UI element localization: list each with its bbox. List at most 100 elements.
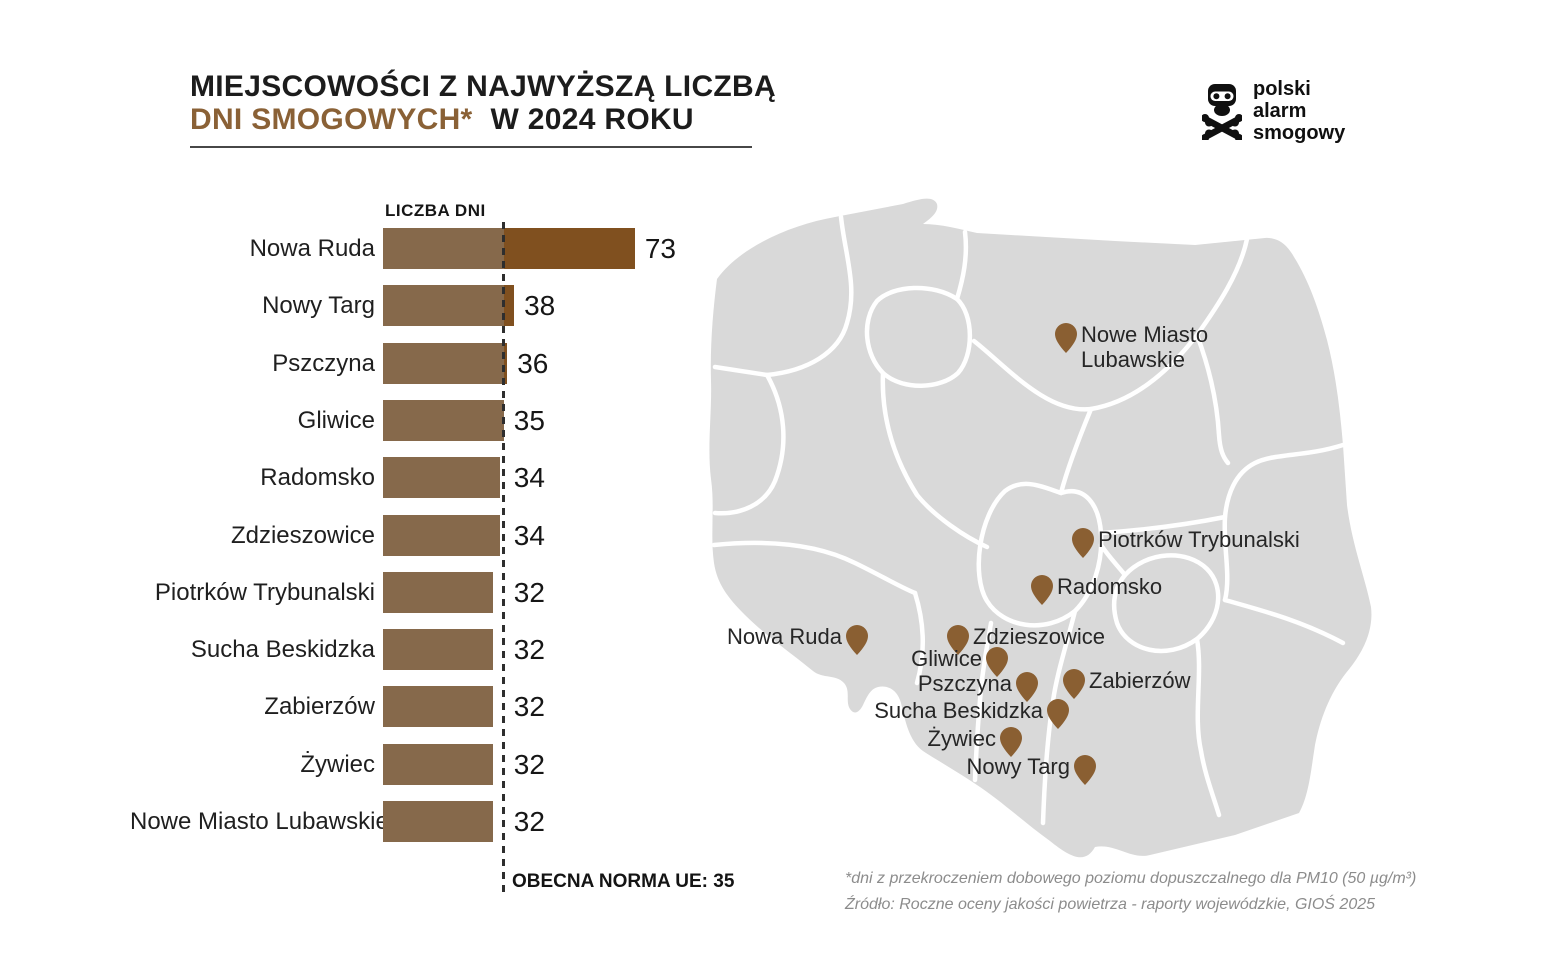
bar-value: 34 [513, 519, 545, 551]
map-label-zabierzow: Zabierzów [1089, 668, 1191, 693]
logo-line1: polski [1253, 78, 1311, 100]
eu-norm-label: OBECNA NORMA UE: 35 [512, 871, 735, 892]
pin-icon [1000, 727, 1022, 757]
logo-text: polski alarm smogowy [1253, 78, 1345, 144]
location-pin-nowa-ruda [846, 625, 868, 655]
bar-value: 35 [513, 404, 545, 436]
location-pin-gliwice [986, 647, 1008, 677]
bar-label: Zdzieszowice [230, 521, 375, 549]
bar-row-pszczyna: Pszczyna 36 [0, 342, 1542, 384]
bar [383, 228, 635, 269]
map-label-radomsko: Radomsko [1057, 574, 1163, 599]
pin-icon [1016, 672, 1038, 702]
bar-value: 34 [513, 462, 545, 494]
bar-value: 36 [517, 347, 549, 379]
bar-row-radomsko: Radomsko 34 [0, 457, 1542, 499]
pin-icon [846, 625, 868, 655]
bar [383, 342, 508, 384]
poland-map [709, 198, 1372, 858]
bar [383, 686, 494, 728]
bar-label: Nowe Miasto Lubawskie [130, 808, 389, 835]
map-label-pszczyna: Pszczyna [917, 671, 1012, 696]
map-label-zdzieszowice: Zdzieszowice [973, 624, 1106, 649]
logo-line2: alarm [1253, 100, 1307, 122]
polski-alarm-smogowy-logo: polski alarm smogowy [1202, 78, 1345, 144]
pin-icon [1047, 699, 1069, 729]
pin-icon [947, 625, 969, 655]
map-label-nowa-ruda: Nowa Ruda [727, 624, 842, 649]
page-title: MIEJSCOWOŚCI Z NAJWYŻSZĄ LICZBĄ DNI SMOG… [190, 70, 776, 136]
bar-row-zywiec: Żywiec 32 [0, 743, 1542, 785]
bar [383, 514, 501, 556]
bar-row-sucha-beskidzka: Sucha Beskidzka 32 [0, 629, 1542, 671]
location-pin-pszczyna [1016, 672, 1038, 702]
map-label-sucha-beskidzka: Sucha Beskidzka [874, 698, 1043, 723]
map-label-zywiec: Żywiec [927, 726, 996, 751]
map-label-gliwice: Gliwice [911, 646, 982, 671]
bar-row-nowa-ruda: Nowa Ruda 73 [0, 228, 1542, 269]
bar-label: Żywiec [300, 750, 375, 778]
bar [383, 399, 504, 441]
pin-icon [1055, 323, 1077, 353]
footnote-line2: Źródło: Roczne oceny jakości powietrza -… [845, 896, 1376, 913]
location-pin-nowe-miasto-lubawskie [1055, 323, 1077, 353]
pin-icon [1074, 755, 1096, 785]
bar-row-gliwice: Gliwice 35 [0, 399, 1542, 441]
bar-label: Zabierzów [264, 693, 375, 721]
bar-label: Gliwice [297, 406, 375, 434]
map-label-nowe-miasto-lubawskie: Nowe Miasto Lubawskie [1081, 322, 1209, 372]
pins-layer [846, 323, 1096, 785]
footnote-line1: *dni z przekroczeniem dobowego poziomu d… [845, 870, 1417, 887]
location-pin-zabierzow [1063, 669, 1085, 699]
bar-label: Pszczyna [272, 349, 375, 377]
logo-line3: smogowy [1253, 122, 1346, 144]
voivodeship-borders [711, 214, 1346, 826]
bar-row-piotrkow-trybunalski: Piotrków Trybunalski 32 [0, 571, 1542, 613]
bar-label: Nowa Ruda [249, 235, 375, 262]
bar [383, 571, 494, 613]
location-pin-radomsko [1031, 575, 1053, 605]
location-pin-piotrkow-trybunalski [1072, 528, 1094, 558]
bar-row-nowy-targ: Nowy Targ 38 [0, 285, 1542, 327]
bar [383, 743, 494, 785]
chart-axis-label: LICZBA DNI [385, 201, 486, 220]
bar-label: Radomsko [260, 464, 375, 492]
page-title-rest: W 2024 ROKU [490, 103, 694, 136]
bar [383, 285, 515, 327]
pin-icon [1031, 575, 1053, 605]
eu-norm-dashed-line [502, 222, 505, 894]
map-label-piotrkow-trybunalski: Piotrków Trybunalski [1098, 527, 1300, 552]
location-pin-sucha-beskidzka [1047, 699, 1069, 729]
page-title-line1: MIEJSCOWOŚCI Z NAJWYŻSZĄ LICZBĄ [190, 70, 776, 103]
bar-value: 32 [513, 691, 545, 723]
bar-value: 32 [513, 806, 545, 837]
bar-value: 32 [513, 634, 545, 666]
bar-exceed-segment [503, 228, 635, 269]
bar-value: 32 [513, 576, 545, 608]
bar-row-zabierzow: Zabierzów 32 [0, 686, 1542, 728]
bar-value: 73 [644, 233, 676, 264]
location-pin-zywiec [1000, 727, 1022, 757]
bar [383, 629, 494, 671]
bar-label: Piotrków Trybunalski [154, 578, 375, 606]
pin-icon [1072, 528, 1094, 558]
page-title-accent: DNI SMOGOWYCH* [190, 103, 473, 136]
map-label-nowy-targ: Nowy Targ [966, 754, 1070, 779]
location-pin-zdzieszowice [947, 625, 969, 655]
pin-icon [986, 647, 1008, 677]
bar [383, 801, 494, 842]
page-title-line2: DNI SMOGOWYCH* W 2024 ROKU [190, 103, 776, 136]
bar-exceed-segment [503, 342, 508, 384]
bar-row-nowe-miasto-lubawskie: Nowe Miasto Lubawskie 32 [0, 801, 1542, 842]
bar-value: 38 [524, 290, 556, 322]
footnote: *dni z przekroczeniem dobowego poziomu d… [845, 866, 1416, 918]
bar-label: Nowy Targ [262, 292, 375, 320]
location-pin-nowy-targ [1074, 755, 1096, 785]
bar-value: 32 [513, 748, 545, 780]
bar [383, 457, 501, 499]
bar-exceed-segment [503, 285, 515, 327]
bar-row-zdzieszowice: Zdzieszowice 34 [0, 514, 1542, 556]
bar-label: Sucha Beskidzka [190, 636, 375, 664]
pin-icon [1063, 669, 1085, 699]
